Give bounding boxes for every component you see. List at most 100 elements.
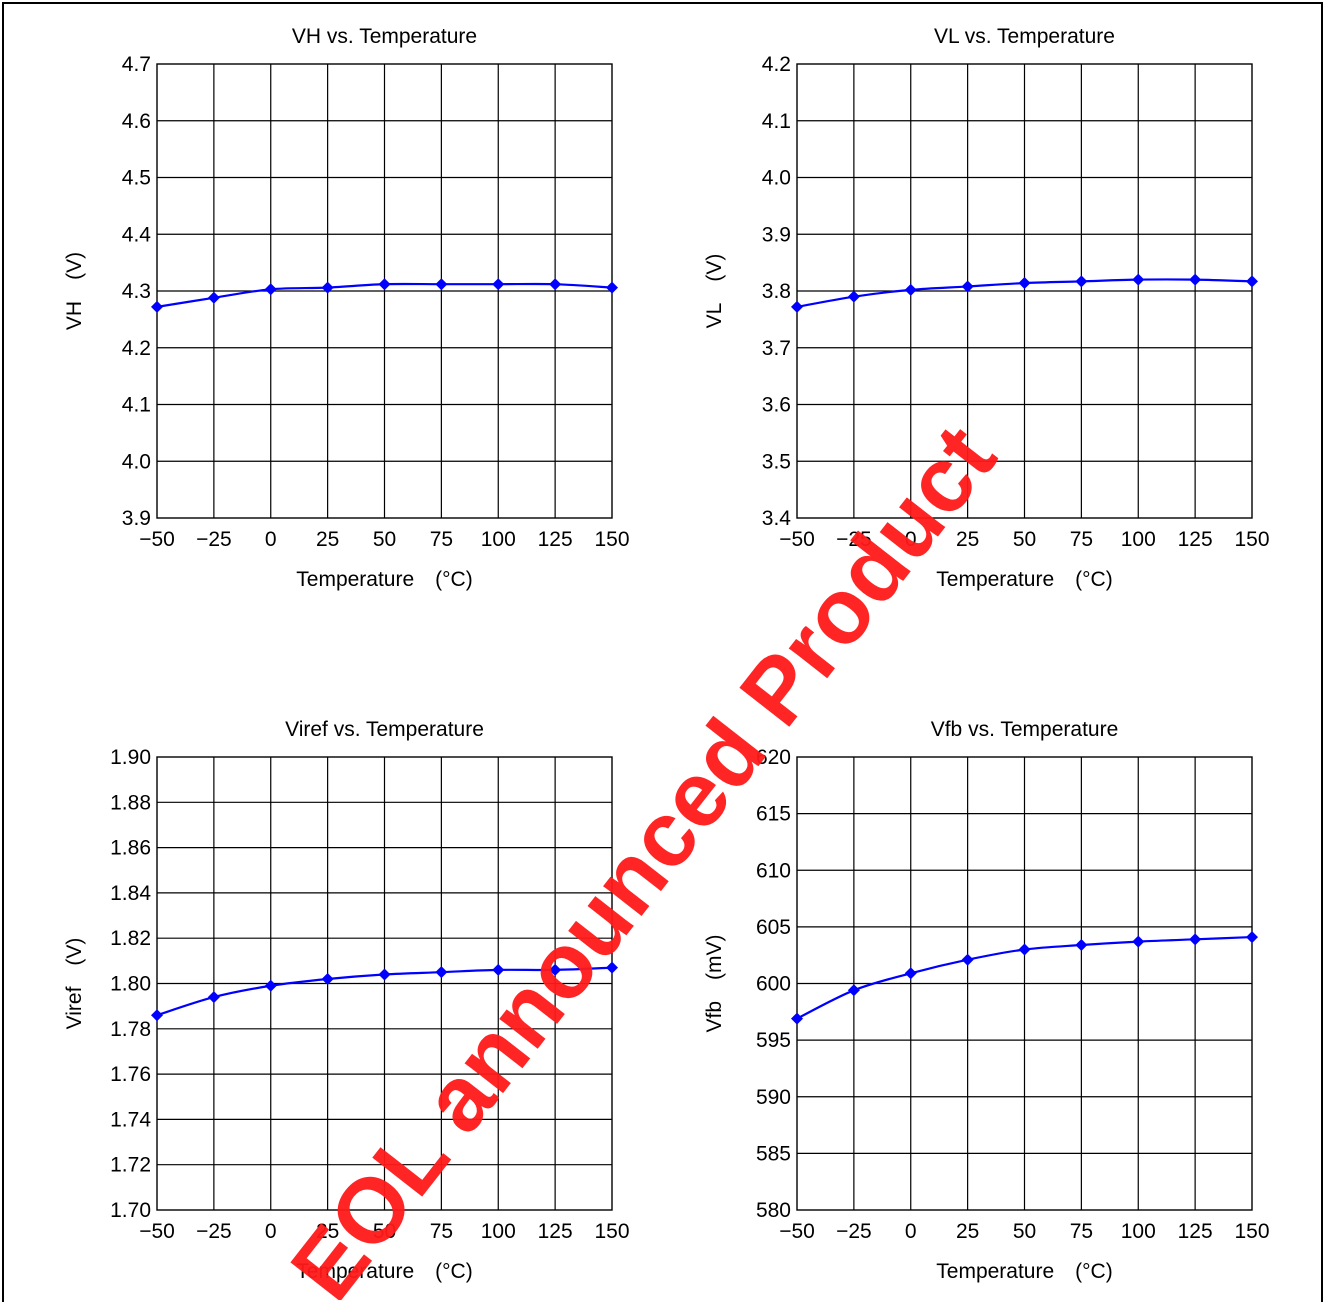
data-point [321,972,334,985]
x-tick-label: 150 [1234,528,1269,551]
data-point [378,968,391,981]
plot-area [796,63,1253,519]
x-tick-label: 75 [430,1220,453,1243]
y-tick-label: 4.1 [762,110,791,133]
x-tick-label: 25 [316,528,339,551]
y-tick-label: 4.1 [122,394,151,417]
y-tick-label: 1.90 [110,746,151,769]
data-point [207,291,220,304]
data-point [1018,277,1031,290]
x-tick-label: 100 [1121,528,1156,551]
y-tick-label: 4.6 [122,110,151,133]
y-tick-label: 3.8 [762,280,791,303]
x-tick-label: 100 [1121,1220,1156,1243]
y-tick-label: 4.0 [122,450,151,473]
x-tick-label: 50 [1013,1220,1036,1243]
x-tick-label: 125 [538,528,573,551]
y-tick-label: 4.0 [762,167,791,190]
y-tick-label: 615 [756,803,791,826]
x-tick-label: −50 [139,528,175,551]
data-point [264,283,277,296]
y-tick-label: 1.74 [110,1108,151,1131]
y-tick-label: 1.82 [110,927,151,950]
x-tick-label: 75 [1070,1220,1093,1243]
data-point [1246,931,1258,944]
data-point [321,281,334,294]
x-tick-label: −25 [836,1220,872,1243]
data-point [435,278,448,291]
data-point [1246,275,1258,288]
chart-2: −50 −25 0 25 50 75 100 125 150 3.4 3.5 3.6 3.7 3.8 3.9… [703,25,1270,591]
data-point [549,963,562,976]
y-tick-label: 4.7 [122,53,151,76]
y-tick-label: 590 [756,1086,791,1109]
y-tick-label: 1.76 [110,1063,151,1086]
x-tick-label: 50 [373,1220,396,1243]
x-tick-label: 150 [594,1220,629,1243]
y-tick-label: 610 [756,859,791,882]
data-point [492,963,505,976]
data-point [904,967,917,980]
plot-area [796,756,1253,1211]
data-point [378,278,391,291]
y-tick-label: 3.4 [762,507,792,530]
data-point [606,961,618,974]
y-tick-label: 3.9 [762,223,791,246]
y-tick-label: 4.4 [122,223,152,246]
y-tick-label: 4.5 [122,167,151,190]
y-tick-label: 1.84 [110,882,151,905]
chart-3: −50 −25 0 25 50 75 100 125 150 1.70 1.72 1.74 1.76 1.… [63,718,630,1283]
x-tick-label: 50 [373,528,396,551]
y-tick-label: 1.80 [110,973,151,996]
x-tick-label: 50 [1013,528,1036,551]
x-tick-label: 125 [538,1220,573,1243]
y-axis-label: Vfb (mV) [703,934,726,1032]
y-tick-label: 595 [756,1029,791,1052]
x-tick-label: −50 [139,1220,175,1243]
y-tick-label: 3.6 [762,394,791,417]
data-point [1132,935,1145,948]
x-axis-label: Temperature (°C) [936,1260,1112,1283]
y-tick-label: 1.78 [110,1018,151,1041]
y-tick-label: 1.72 [110,1154,151,1177]
x-tick-label: −25 [196,1220,232,1243]
x-tick-label: 125 [1178,528,1213,551]
data-point [1075,938,1088,951]
x-tick-label: −25 [836,528,872,551]
x-tick-label: −50 [779,1220,815,1243]
x-tick-label: 75 [430,528,453,551]
data-point [151,300,163,313]
x-tick-label: 0 [905,1220,917,1243]
x-axis-label: Temperature (°C) [296,1260,472,1283]
data-point [1018,943,1031,956]
x-tick-label: −25 [196,528,232,551]
data-point [847,290,860,303]
y-tick-label: 1.86 [110,837,151,860]
data-point [1132,273,1145,286]
y-axis-label: VL (V) [703,254,726,329]
x-tick-label: −50 [779,528,815,551]
y-tick-label: 580 [756,1199,791,1222]
data-point [549,278,562,291]
x-tick-label: 75 [1070,528,1093,551]
y-tick-label: 605 [756,916,791,939]
data-point [847,984,860,997]
chart-1: −50 −25 0 25 50 75 100 125 150 3.9 4.0 4.1 4.2 4.3 4.4… [63,25,630,591]
data-point [961,953,974,966]
plot-area [156,756,613,1211]
data-point [791,300,803,313]
y-tick-label: 4.3 [122,280,151,303]
data-point [492,278,505,291]
y-axis-label: Viref (V) [63,938,86,1030]
y-axis-label: VH (V) [63,252,86,330]
data-point [207,991,220,1004]
y-tick-label: 3.7 [762,337,791,360]
x-tick-label: 0 [905,528,917,551]
data-point [961,280,974,293]
x-tick-label: 25 [956,528,979,551]
x-tick-label: 100 [481,1220,516,1243]
x-tick-label: 125 [1178,1220,1213,1243]
y-tick-label: 600 [756,973,791,996]
chart-title: Vfb vs. Temperature [931,718,1119,741]
